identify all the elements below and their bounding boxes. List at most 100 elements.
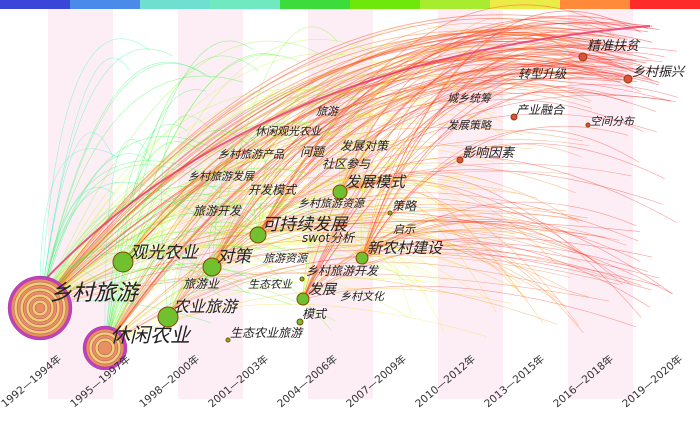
- edge: [39, 267, 336, 322]
- edge: [167, 288, 292, 318]
- edge: [361, 201, 637, 259]
- edge: [211, 177, 448, 268]
- edge: [339, 120, 463, 193]
- edge: [39, 181, 191, 309]
- edge: [302, 84, 678, 300]
- edge: [361, 55, 612, 259]
- node-label: 发展模式: [345, 173, 407, 191]
- period-band: [178, 9, 243, 399]
- node-label: 乡村振兴: [632, 65, 686, 80]
- edge: [339, 181, 523, 297]
- edge: [104, 139, 152, 349]
- edge: [302, 212, 583, 300]
- edge: [302, 249, 642, 300]
- edge: [39, 174, 539, 309]
- edge: [39, 88, 379, 309]
- edge: [104, 25, 576, 349]
- period-band: [568, 9, 633, 399]
- node: [623, 74, 633, 84]
- edge: [39, 185, 242, 309]
- edge: [104, 42, 433, 349]
- edge: [122, 57, 594, 263]
- edge: [257, 4, 611, 236]
- edge: [211, 201, 362, 268]
- edge: [39, 63, 212, 309]
- edge: [257, 197, 672, 294]
- color-bar: [630, 0, 700, 9]
- edge: [39, 153, 151, 309]
- edge: [339, 81, 511, 193]
- edge: [339, 46, 629, 193]
- edge: [257, 162, 576, 236]
- edge: [104, 89, 207, 349]
- edge: [104, 71, 594, 349]
- period-band: [438, 9, 503, 399]
- node-label: 发展策略: [447, 119, 493, 132]
- edge: [257, 64, 642, 236]
- edge: [361, 241, 456, 259]
- edge: [39, 27, 574, 309]
- edge: [167, 72, 621, 318]
- edge: [167, 276, 247, 318]
- background: [0, 0, 700, 399]
- edge: [104, 279, 221, 349]
- edge: [302, 60, 617, 300]
- edge: [339, 65, 495, 193]
- edge: [361, 31, 573, 259]
- color-bar: [490, 0, 560, 9]
- node-label: 社区参与: [322, 157, 371, 171]
- node-label: 乡村旅游: [50, 281, 142, 306]
- node-label: 可持续发展: [262, 215, 349, 235]
- edge: [104, 207, 569, 349]
- edge: [39, 61, 206, 309]
- node: [510, 113, 518, 121]
- edge: [122, 226, 392, 272]
- edge: [302, 101, 504, 300]
- edge: [339, 186, 528, 301]
- edge: [104, 251, 434, 349]
- edge: [257, 62, 594, 236]
- edge: [339, 166, 412, 316]
- edge: [257, 96, 362, 236]
- edge: [211, 60, 523, 268]
- edge: [104, 74, 410, 349]
- edge: [211, 83, 561, 268]
- node: [249, 226, 267, 244]
- edge: [302, 245, 414, 300]
- edge: [302, 85, 456, 300]
- edge: [39, 41, 637, 309]
- edge: [39, 272, 558, 325]
- edge: [211, 244, 652, 291]
- edge: [339, 28, 648, 193]
- color-bar: [140, 0, 210, 9]
- edge: [257, 222, 559, 300]
- edge: [39, 124, 377, 309]
- edge: [211, 94, 672, 268]
- edge: [39, 164, 220, 309]
- edge: [104, 231, 441, 349]
- edge: [39, 38, 150, 309]
- edge: [39, 79, 670, 309]
- edge: [39, 225, 348, 309]
- node-ring: [97, 340, 113, 356]
- nodes: 乡村旅游休闲农业观光农业农业旅游对策可持续发展发展模式新农村建设发展模式精准扶贫…: [7, 39, 686, 371]
- edge: [211, 65, 624, 268]
- edge: [167, 77, 592, 318]
- edge: [339, 156, 677, 223]
- edge: [361, 182, 471, 259]
- edge: [257, 210, 579, 236]
- edge: [39, 31, 615, 309]
- edge: [361, 221, 598, 263]
- edge: [208, 204, 287, 268]
- edge: [211, 48, 575, 268]
- edge: [39, 156, 461, 309]
- node: [387, 210, 393, 216]
- edge: [257, 22, 588, 236]
- edge: [39, 262, 412, 319]
- edge: [39, 33, 601, 309]
- edges: [30, 4, 678, 349]
- edge: [39, 72, 633, 309]
- edge: [257, 72, 365, 236]
- edge: [104, 278, 438, 349]
